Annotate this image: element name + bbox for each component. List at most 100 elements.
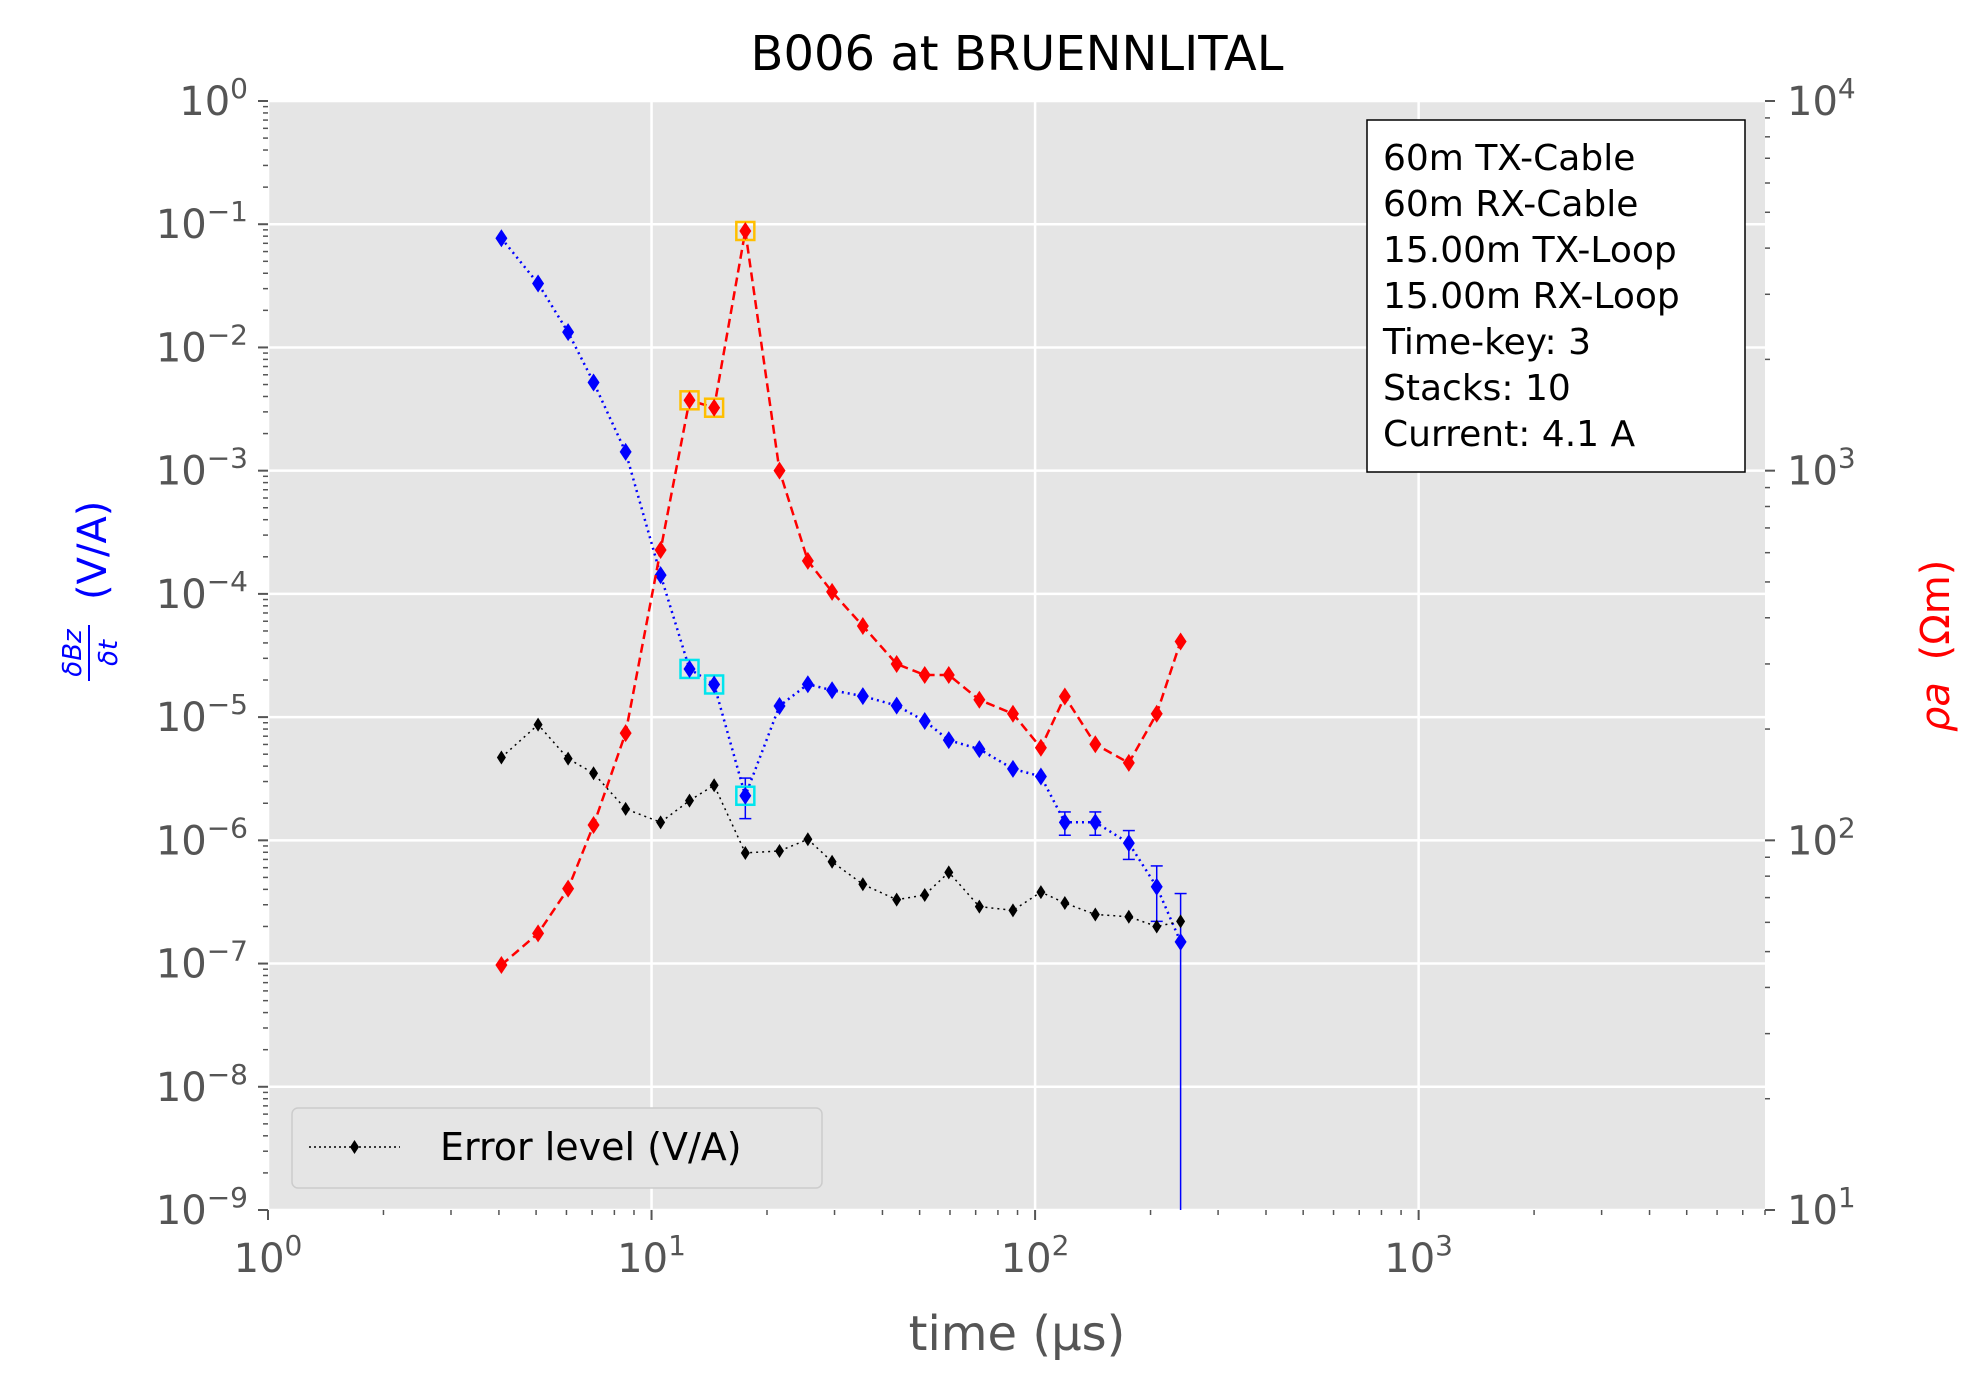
data-point xyxy=(918,666,931,685)
data-point xyxy=(685,793,695,808)
data-point xyxy=(683,659,696,678)
y-right-tick-label: 102 xyxy=(1787,811,1856,864)
data-point xyxy=(1152,919,1162,934)
data-point xyxy=(587,373,600,392)
y-left-tick-label: 10−9 xyxy=(156,1181,248,1234)
y-left-tick-label: 10−2 xyxy=(156,318,248,371)
data-point xyxy=(920,888,930,903)
y-axis-left-unit: (V/A) xyxy=(70,501,116,600)
info-line: Time-key: 3 xyxy=(1382,322,1591,363)
info-box-frame xyxy=(1366,119,1746,473)
data-point xyxy=(562,879,575,898)
data-point xyxy=(827,854,837,869)
data-point xyxy=(1150,704,1163,723)
data-point xyxy=(1034,738,1047,757)
series-group xyxy=(495,229,1187,1210)
data-point xyxy=(1058,687,1071,706)
data-point xyxy=(773,461,786,480)
y-left-tick-label: 10−5 xyxy=(156,688,248,741)
data-point xyxy=(858,877,868,892)
data-point xyxy=(1034,767,1047,786)
data-point xyxy=(973,740,986,759)
info-line: 15.00m TX-Loop xyxy=(1383,230,1677,271)
y-left-tick-label: 100 xyxy=(179,72,248,125)
y-axis-right-unit: (Ωm) xyxy=(1913,560,1959,661)
data-point xyxy=(1036,885,1046,900)
info-line: Stacks: 10 xyxy=(1383,368,1571,409)
data-point xyxy=(801,675,814,694)
data-point xyxy=(1058,813,1071,832)
data-point xyxy=(773,697,786,716)
data-point xyxy=(826,681,839,700)
data-point xyxy=(739,221,752,240)
data-point xyxy=(587,816,600,835)
data-point xyxy=(973,690,986,709)
data-point xyxy=(801,551,814,570)
data-point xyxy=(708,675,721,694)
y-axis-right-label: ρa (Ωm) xyxy=(1913,560,1959,732)
data-point xyxy=(619,724,632,743)
y-right-tick-label: 101 xyxy=(1787,1181,1856,1234)
series-line xyxy=(500,237,1182,943)
data-point xyxy=(803,832,813,847)
x-axis-label: time (μs) xyxy=(909,1306,1126,1362)
data-point xyxy=(1122,834,1135,853)
series-group xyxy=(495,220,1187,975)
data-point xyxy=(1150,877,1163,896)
data-point xyxy=(826,582,839,601)
data-point xyxy=(563,751,573,766)
data-point xyxy=(856,687,869,706)
data-point xyxy=(1060,896,1070,911)
y-axis-left-denominator: δt xyxy=(94,639,124,666)
data-point xyxy=(621,801,631,816)
data-point xyxy=(1124,909,1134,924)
data-point xyxy=(1176,914,1186,929)
x-tick-label: 101 xyxy=(617,1229,686,1282)
data-point xyxy=(1089,735,1102,754)
y-left-tick-label: 10−8 xyxy=(156,1058,248,1111)
x-tick-label: 102 xyxy=(1001,1229,1070,1282)
data-point xyxy=(562,323,575,342)
data-point xyxy=(1006,759,1019,778)
data-point xyxy=(890,654,903,673)
data-point xyxy=(739,786,752,805)
data-point xyxy=(890,696,903,715)
data-point xyxy=(619,442,632,461)
x-tick-label: 100 xyxy=(234,1229,303,1282)
y-axis-right-symbol: ρa xyxy=(1913,682,1959,732)
data-point xyxy=(709,778,719,793)
series-line xyxy=(500,723,1181,928)
data-point xyxy=(1089,813,1102,832)
y-left-tick-label: 10−7 xyxy=(156,935,248,988)
y-right-tick-label: 103 xyxy=(1787,442,1856,495)
legend-label-error-level: Error level (V/A) xyxy=(440,1125,742,1169)
series-group xyxy=(496,717,1186,934)
series-line xyxy=(500,230,1182,966)
data-point xyxy=(533,717,543,732)
info-line: Current: 4.1 A xyxy=(1383,414,1635,455)
legend: Error level (V/A) xyxy=(291,1107,823,1189)
y-right-tick-label: 104 xyxy=(1787,72,1856,125)
data-point xyxy=(1174,632,1187,651)
data-point xyxy=(532,924,545,943)
data-point xyxy=(974,899,984,914)
data-point xyxy=(918,711,931,730)
y-left-tick-label: 10−6 xyxy=(156,811,248,864)
data-point xyxy=(740,845,750,860)
data-point xyxy=(1008,903,1018,918)
y-axis-left-numerator: δBz xyxy=(58,628,88,677)
data-point xyxy=(683,391,696,410)
data-point xyxy=(1006,704,1019,723)
data-point xyxy=(942,731,955,750)
data-point xyxy=(1090,907,1100,922)
y-left-tick-label: 10−4 xyxy=(156,565,248,618)
data-point xyxy=(495,956,508,975)
data-point xyxy=(654,541,667,560)
data-point xyxy=(495,229,508,248)
data-point xyxy=(1122,753,1135,772)
data-point xyxy=(944,865,954,880)
info-line: 60m TX-Cable xyxy=(1383,138,1635,179)
chart-title: B006 at BRUENNLITAL xyxy=(751,26,1284,82)
data-point xyxy=(708,398,721,417)
